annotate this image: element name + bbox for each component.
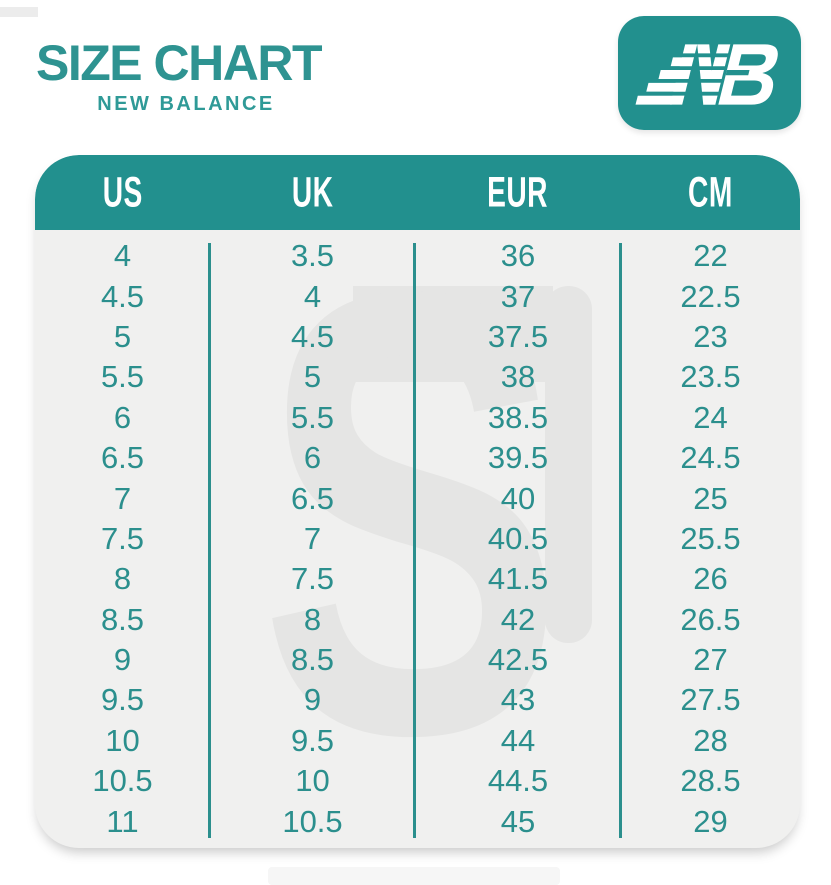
size-cell-eur-row15: 45 (500, 803, 536, 839)
size-cell-eur-row7: 40 (500, 480, 536, 516)
size-cell-cm-row8: 25.5 (680, 520, 741, 556)
size-cell-uk-row11: 8.5 (290, 642, 335, 678)
size-cell-uk-row13: 9.5 (290, 722, 335, 758)
size-cell-uk-row9: 7.5 (290, 561, 335, 597)
size-cell-eur-row1: 36 (500, 238, 536, 274)
page-subtitle: NEW BALANCE (97, 93, 275, 115)
size-cell-us-row2: 4.5 (100, 278, 145, 314)
size-cell-uk-row4: 5 (303, 359, 322, 395)
size-cell-uk-row15: 10.5 (282, 803, 343, 839)
size-cell-us-row1: 4 (113, 238, 132, 274)
table-header-row: US UK EUR CM (35, 155, 800, 230)
size-cell-eur-row14: 44.5 (487, 763, 549, 799)
column-header-cm: CM (688, 168, 733, 216)
size-cell-us-row7: 7 (113, 480, 132, 516)
size-cell-cm-row11: 27 (693, 642, 728, 678)
size-cell-us-row11: 9 (113, 642, 132, 678)
size-cell-cm-row10: 26.5 (680, 601, 741, 637)
size-cell-us-row13: 10 (105, 722, 140, 758)
size-cell-uk-row8: 7 (303, 520, 322, 556)
size-cell-uk-row12: 9 (303, 682, 322, 718)
size-cell-eur-row8: 40.5 (487, 520, 549, 556)
size-cell-uk-row3: 4.5 (290, 318, 335, 354)
size-cell-cm-row9: 26 (693, 561, 728, 597)
page-title: SIZE CHART (36, 35, 323, 91)
column-header-uk: UK (291, 168, 334, 216)
table-body: 4 3.5 36 22 4.5 4 37 22.5 5 4.5 37.5 23 5.5 5 38 23.5 6 5… (35, 236, 800, 842)
size-cell-cm-row13: 28 (693, 722, 728, 758)
cropped-edge-artifact (0, 7, 38, 17)
size-cell-eur-row4: 38 (500, 359, 536, 395)
size-table-card: S US UK EUR CM 4 3.5 36 22 4.5 4 37 22.5 5 4.5 37.5 23… (35, 155, 800, 848)
size-cell-uk-row5: 5.5 (290, 399, 335, 435)
size-cell-cm-row5: 24 (693, 399, 728, 435)
size-cell-eur-row13: 44 (500, 722, 536, 758)
size-cell-us-row14: 10.5 (92, 763, 153, 799)
new-balance-nb-logo (634, 44, 778, 105)
size-cell-cm-row14: 28.5 (680, 763, 741, 799)
size-cell-eur-row3: 37.5 (487, 318, 549, 354)
size-cell-us-row15: 11 (106, 803, 139, 839)
column-divider (413, 243, 416, 838)
size-cell-us-row8: 7.5 (100, 520, 145, 556)
size-cell-us-row3: 5 (113, 318, 132, 354)
size-cell-cm-row4: 23.5 (680, 359, 741, 395)
size-cell-uk-row7: 6.5 (290, 480, 335, 516)
size-cell-cm-row12: 27.5 (680, 682, 741, 718)
column-header-us: US (102, 168, 143, 216)
column-divider (208, 243, 211, 838)
size-cell-us-row6: 6.5 (100, 440, 145, 476)
size-cell-cm-row15: 29 (693, 803, 728, 839)
size-cell-uk-row1: 3.5 (290, 238, 335, 274)
size-cell-uk-row6: 6 (303, 440, 322, 476)
size-cell-eur-row10: 42 (500, 601, 536, 637)
size-cell-us-row9: 8 (113, 561, 132, 597)
size-cell-uk-row10: 8 (303, 601, 322, 637)
column-divider (619, 243, 622, 838)
size-cell-cm-row7: 25 (693, 480, 728, 516)
size-cell-uk-row2: 4 (303, 278, 322, 314)
size-cell-eur-row11: 42.5 (487, 642, 549, 678)
size-cell-cm-row2: 22.5 (680, 278, 741, 314)
size-cell-eur-row2: 37 (500, 278, 536, 314)
cropped-bottom-artifact (268, 867, 560, 885)
title-block: SIZE CHART NEW BALANCE (36, 38, 336, 116)
size-cell-cm-row1: 22 (693, 238, 728, 274)
column-header-eur: EUR (487, 168, 549, 216)
size-cell-uk-row14: 10 (295, 763, 330, 799)
size-cell-us-row5: 6 (113, 399, 132, 435)
new-balance-logo-tile (618, 16, 801, 130)
size-cell-eur-row9: 41.5 (487, 561, 549, 597)
size-cell-us-row12: 9.5 (100, 682, 145, 718)
size-cell-us-row10: 8.5 (100, 601, 145, 637)
size-cell-cm-row6: 24.5 (680, 440, 741, 476)
size-cell-eur-row12: 43 (500, 682, 536, 718)
size-cell-eur-row6: 39.5 (487, 440, 549, 476)
size-cell-us-row4: 5.5 (100, 359, 145, 395)
size-cell-cm-row3: 23 (693, 318, 728, 354)
size-cell-eur-row5: 38.5 (487, 399, 549, 435)
